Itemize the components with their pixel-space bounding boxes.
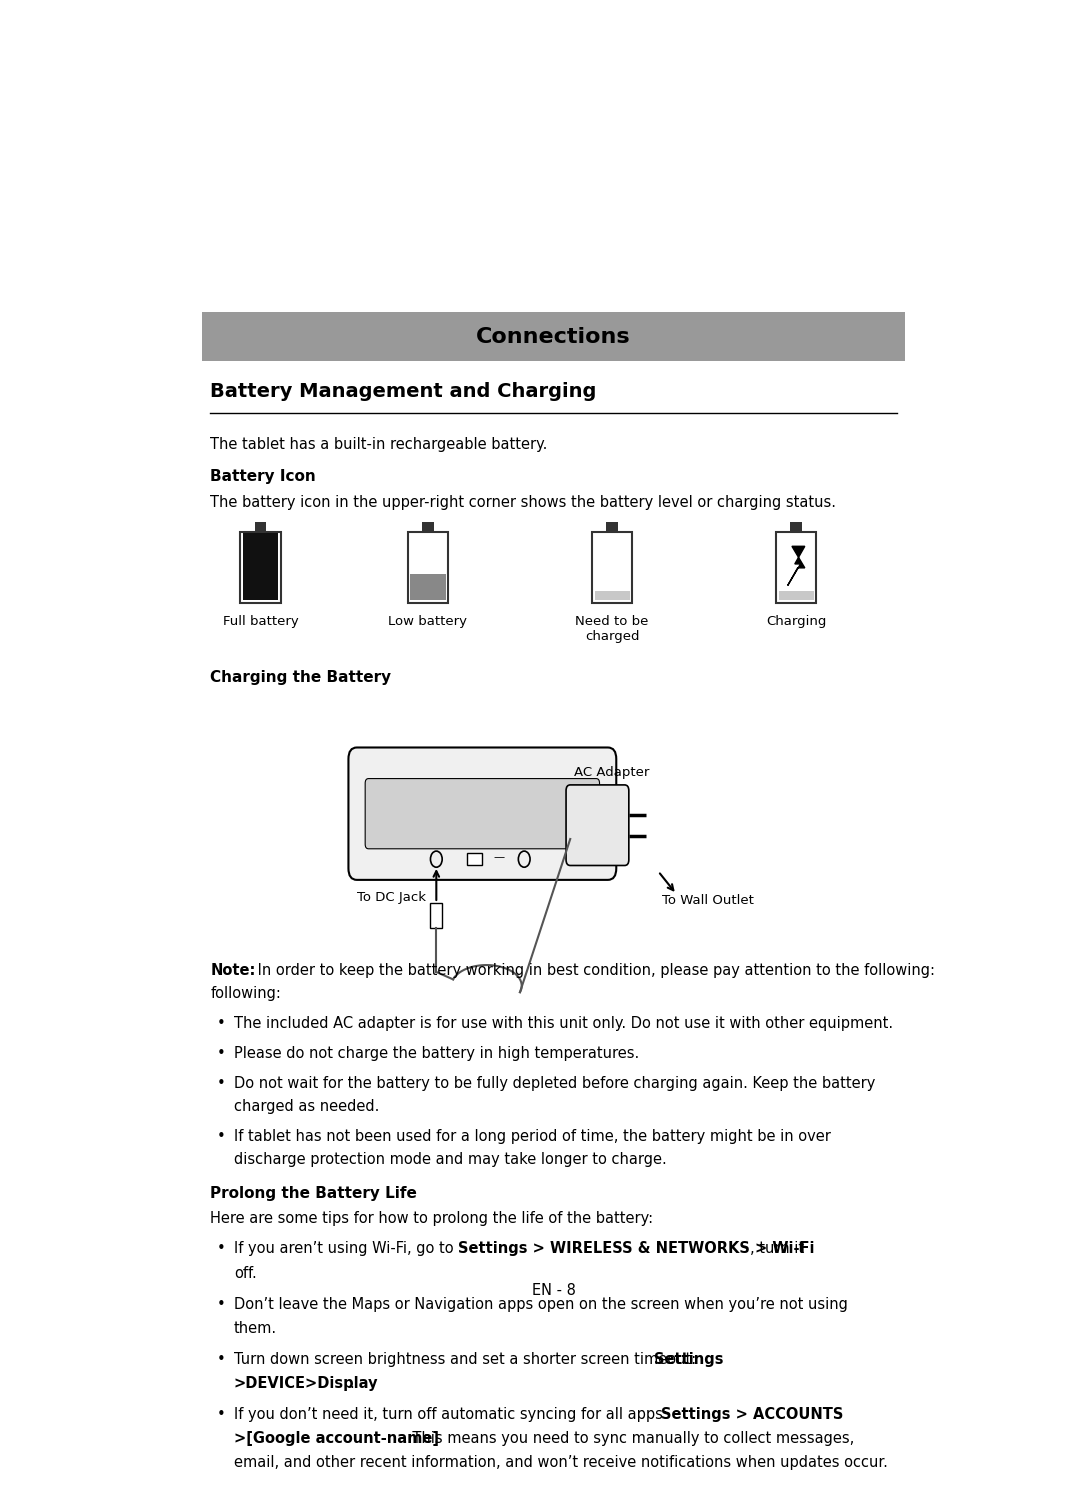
Text: If you aren’t using Wi-Fi, go to: If you aren’t using Wi-Fi, go to <box>233 1241 458 1256</box>
Text: Settings > WIRELESS & NETWORKS > Wi-Fi: Settings > WIRELESS & NETWORKS > Wi-Fi <box>458 1241 814 1256</box>
Bar <box>255 522 267 532</box>
Text: •: • <box>217 1407 226 1422</box>
FancyBboxPatch shape <box>566 785 629 866</box>
Bar <box>606 522 618 532</box>
Bar <box>422 522 434 532</box>
Text: .: . <box>349 1375 354 1390</box>
Text: . This means you need to sync manually to collect messages,: . This means you need to sync manually t… <box>403 1431 854 1446</box>
Text: them.: them. <box>233 1320 276 1335</box>
Text: •: • <box>217 1351 226 1366</box>
Bar <box>791 522 802 532</box>
Text: In order to keep the battery working in best condition, please pay attention to : In order to keep the battery working in … <box>253 963 935 978</box>
Text: charged as needed.: charged as needed. <box>233 1099 379 1114</box>
Text: —: — <box>494 852 504 861</box>
FancyBboxPatch shape <box>349 748 617 881</box>
Text: Please do not charge the battery in high temperatures.: Please do not charge the battery in high… <box>233 1045 639 1060</box>
Text: •: • <box>217 1075 226 1090</box>
Text: off.: off. <box>233 1265 257 1281</box>
Bar <box>410 574 446 599</box>
Text: discharge protection mode and may take longer to charge.: discharge protection mode and may take l… <box>233 1151 666 1166</box>
Text: Battery Icon: Battery Icon <box>211 469 316 484</box>
Text: following:: following: <box>211 985 281 1000</box>
Text: Charging: Charging <box>766 614 826 628</box>
Text: Connections: Connections <box>476 327 631 347</box>
Text: The included AC adapter is for use with this unit only. Do not use it with other: The included AC adapter is for use with … <box>233 1015 893 1030</box>
Text: The battery icon in the upper-right corner shows the battery level or charging s: The battery icon in the upper-right corn… <box>211 495 836 510</box>
Text: Battery Management and Charging: Battery Management and Charging <box>211 383 597 401</box>
FancyBboxPatch shape <box>365 779 599 849</box>
Text: Here are some tips for how to prolong the life of the battery:: Here are some tips for how to prolong th… <box>211 1211 653 1226</box>
Text: Turn down screen brightness and set a shorter screen timeout:: Turn down screen brightness and set a sh… <box>233 1351 701 1366</box>
Text: •: • <box>217 1296 226 1311</box>
Bar <box>431 903 442 928</box>
Text: Settings: Settings <box>654 1351 724 1366</box>
Text: The tablet has a built-in rechargeable battery.: The tablet has a built-in rechargeable b… <box>211 437 548 453</box>
Bar <box>592 532 632 602</box>
Text: Need to be
charged: Need to be charged <box>576 614 649 643</box>
Bar <box>408 532 448 602</box>
Polygon shape <box>787 546 805 586</box>
Bar <box>777 532 816 602</box>
Text: If you don’t need it, turn off automatic syncing for all apps:: If you don’t need it, turn off automatic… <box>233 1407 672 1422</box>
Text: Prolong the Battery Life: Prolong the Battery Life <box>211 1186 417 1200</box>
Bar <box>243 532 279 599</box>
Text: Full battery: Full battery <box>222 614 298 628</box>
Text: Settings > ACCOUNTS: Settings > ACCOUNTS <box>661 1407 843 1422</box>
Text: •: • <box>217 1129 226 1144</box>
Text: To DC Jack: To DC Jack <box>356 891 426 904</box>
Text: Don’t leave the Maps or Navigation apps open on the screen when you’re not using: Don’t leave the Maps or Navigation apps … <box>233 1296 848 1311</box>
Text: •: • <box>217 1241 226 1256</box>
Text: Note:: Note: <box>211 963 256 978</box>
Text: To Wall Outlet: To Wall Outlet <box>662 894 754 907</box>
Text: EN - 8: EN - 8 <box>531 1283 576 1298</box>
Bar <box>779 592 814 599</box>
Text: Low battery: Low battery <box>389 614 468 628</box>
Bar <box>468 854 483 866</box>
Bar <box>241 532 281 602</box>
Text: Charging the Battery: Charging the Battery <box>211 670 391 685</box>
Text: >DEVICE>Display: >DEVICE>Display <box>233 1375 378 1390</box>
Text: >[Google account-name]: >[Google account-name] <box>233 1431 438 1446</box>
Text: , turn it: , turn it <box>750 1241 804 1256</box>
Bar <box>594 592 630 599</box>
Text: email, and other recent information, and won’t receive notifications when update: email, and other recent information, and… <box>233 1456 888 1471</box>
Text: •: • <box>217 1045 226 1060</box>
Text: Do not wait for the battery to be fully depleted before charging again. Keep the: Do not wait for the battery to be fully … <box>233 1075 875 1090</box>
Text: If tablet has not been used for a long period of time, the battery might be in o: If tablet has not been used for a long p… <box>233 1129 831 1144</box>
Text: AC Adapter: AC Adapter <box>575 765 650 779</box>
Text: •: • <box>217 1015 226 1030</box>
Bar <box>202 312 905 362</box>
